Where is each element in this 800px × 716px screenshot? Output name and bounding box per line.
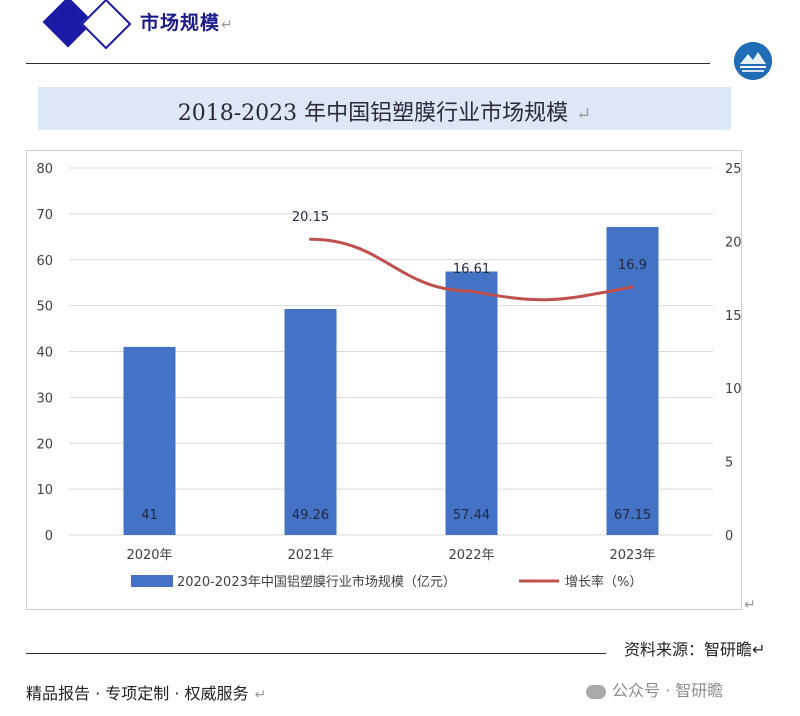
legend-label-bar: 2020-2023年中国铝塑膜行业市场规模（亿元） — [177, 574, 456, 590]
y-left-tick-label: 20 — [36, 437, 53, 452]
line-data-label: 16.61 — [453, 262, 490, 277]
y-right-tick-label: 25 — [725, 162, 741, 177]
bar — [445, 271, 498, 535]
y-left-tick-label: 10 — [36, 483, 53, 498]
y-left-tick-label: 0 — [45, 529, 53, 544]
section-title: 市场规模↵ — [140, 8, 234, 35]
growth-rate-line — [309, 237, 634, 302]
watermark-text: 公众号 · 智研瞻 — [612, 681, 724, 700]
chart: 0 10 20 30 40 50 60 70 80 0 5 10 15 20 25 41 49.26 57.44 6… — [36, 162, 741, 590]
figure-title-band: 2018-2023 年中国铝塑膜行业市场规模 ↵ — [38, 87, 731, 130]
footer-slogan: 精品报告 · 专项定制 · 权威服务 ↵ — [26, 680, 266, 704]
y-left-tick-label: 40 — [36, 346, 53, 361]
logo-diamond-outline — [80, 0, 132, 50]
y-right-tick-label: 5 — [725, 456, 733, 471]
wechat-icon — [586, 684, 606, 699]
y-right-tick-label: 15 — [725, 309, 741, 324]
bar — [284, 309, 337, 535]
y-left-tick-label: 50 — [36, 300, 53, 315]
source-rule — [26, 653, 606, 654]
line-data-label: 20.15 — [292, 210, 329, 225]
x-tick-label: 2021年 — [287, 548, 333, 563]
y-right-tick-label: 0 — [725, 529, 733, 544]
chart-frame: 0 10 20 30 40 50 60 70 80 0 5 10 15 20 25 41 49.26 57.44 6… — [26, 150, 742, 610]
bar — [123, 346, 176, 535]
x-tick-label: 2023年 — [609, 548, 655, 563]
x-tick-label: 2022年 — [448, 548, 494, 563]
y-right-tick-label: 20 — [725, 235, 741, 250]
footer-slogan-text: 精品报告 · 专项定制 · 权威服务 — [26, 684, 249, 703]
legend-label-line: 增长率（%） — [565, 574, 642, 590]
y-right-tick-label: 10 — [725, 382, 741, 397]
legend-swatch-bar — [131, 575, 173, 587]
brand-logo-icon — [734, 42, 772, 80]
figure-title: 2018-2023 年中国铝塑膜行业市场规模 ↵ — [38, 95, 731, 127]
y-left-tick-label: 80 — [36, 162, 53, 177]
chart-return-mark: ↵ — [744, 597, 756, 613]
bar-data-label: 49.26 — [292, 508, 329, 523]
bar — [606, 226, 659, 535]
bar-data-label: 41 — [141, 508, 158, 523]
figure-title-text: 2018-2023 年中国铝塑膜行业市场规模 — [177, 101, 569, 126]
bar-data-label: 57.44 — [453, 508, 490, 523]
brand-logo-graphic — [734, 42, 772, 80]
y-left-tick-label: 60 — [36, 254, 53, 269]
figure-title-return-mark: ↵ — [576, 104, 592, 125]
source-note: 资料来源：智研瞻↵ — [624, 640, 766, 659]
bar-data-label: 67.15 — [614, 508, 651, 523]
y-left-tick-label: 70 — [36, 208, 53, 223]
watermark: 公众号 · 智研瞻 — [586, 677, 723, 701]
x-tick-label: 2020年 — [126, 548, 172, 563]
line-data-label: 16.9 — [618, 258, 647, 273]
return-mark: ↵ — [221, 17, 234, 33]
y-left-tick-label: 30 — [36, 391, 53, 406]
footer-return-mark: ↵ — [254, 687, 267, 703]
header-rule — [26, 63, 710, 64]
section-title-text: 市场规模 — [140, 12, 221, 34]
